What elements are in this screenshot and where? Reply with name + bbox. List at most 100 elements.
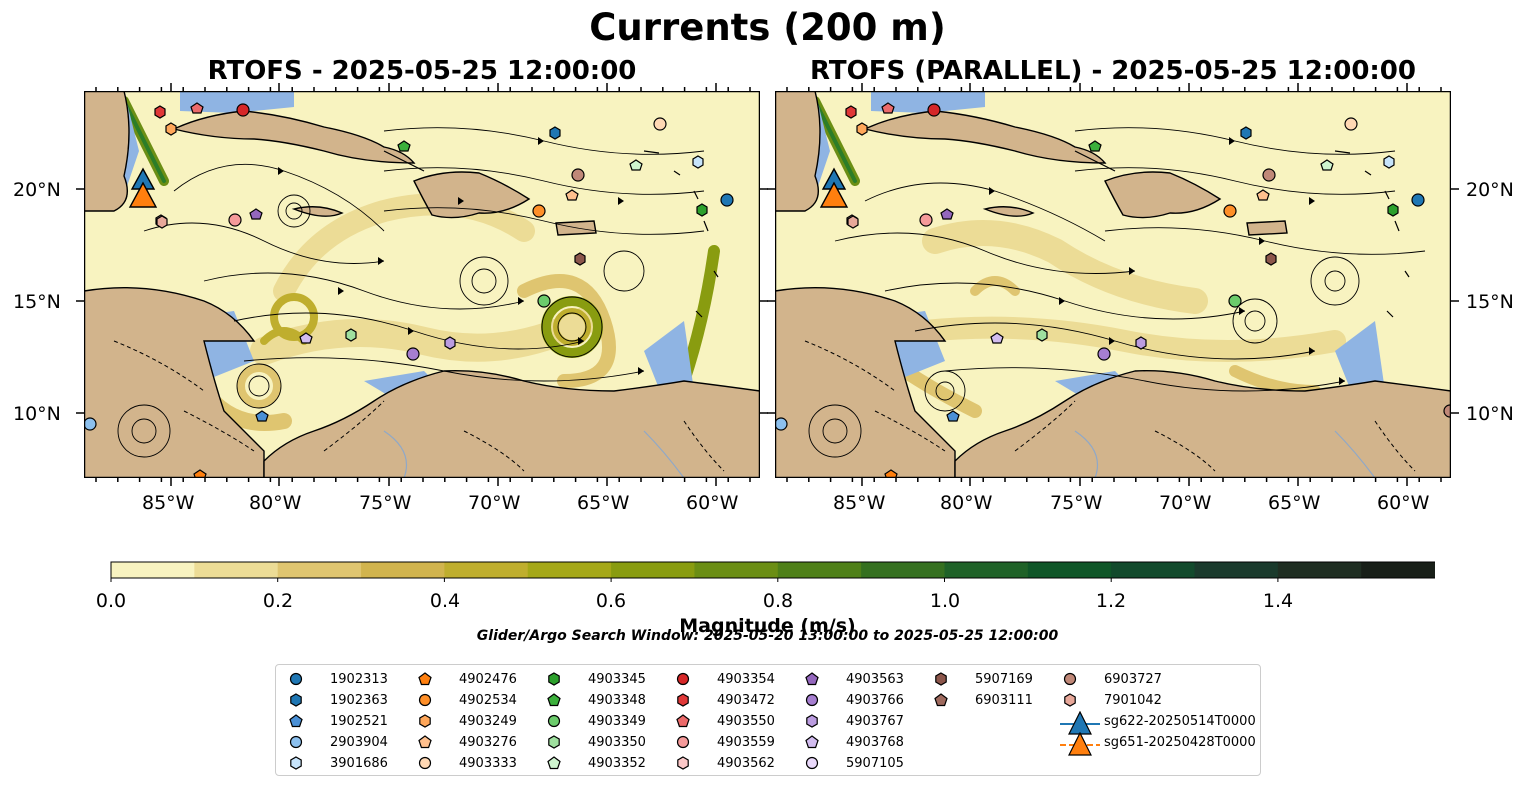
lat-tick-right-15: 15°N <box>1466 291 1514 313</box>
legend-item-4903550: 4903550 <box>673 711 798 731</box>
float-4903333 <box>1344 117 1358 131</box>
lon-tick-right-60: 60°W <box>1377 492 1430 514</box>
legend-item-4903350: 4903350 <box>544 732 669 752</box>
float-4903767 <box>444 336 456 350</box>
float-4903276 <box>565 189 579 201</box>
legend-item-4903348: 4903348 <box>544 690 669 710</box>
colorbar-segment <box>1027 562 1112 578</box>
land-cuba <box>862 110 1107 164</box>
colorbar-tick-7: 1.4 <box>1262 590 1294 612</box>
eddy-colombian-basin <box>270 293 318 341</box>
legend-item-4903767: 4903767 <box>802 711 927 731</box>
float-4903768 <box>990 332 1004 344</box>
legend-marker-pentagon-icon <box>418 672 432 686</box>
float-7901042 <box>156 215 168 229</box>
float-4903349 <box>537 294 551 308</box>
legend-label: 4902534 <box>459 693 517 708</box>
legend-marker-shape <box>547 714 561 728</box>
legend-marker-shape <box>934 693 948 707</box>
legend-marker-pentagon-icon <box>289 714 303 728</box>
legend-marker-shape <box>806 714 818 728</box>
legend-marker-shape <box>418 756 432 770</box>
glider-sg651 <box>819 181 849 208</box>
glider-sg651 <box>128 181 158 208</box>
float-4903276 <box>1256 189 1270 201</box>
legend-marker-shape <box>676 735 690 749</box>
legend-label: sg651-20250428T0000 <box>1104 735 1256 750</box>
colorbar-segment <box>944 562 1029 578</box>
lat-tick-left-20: 20°N <box>13 179 61 201</box>
legend-label: 4903472 <box>717 693 775 708</box>
colorbar-segment <box>361 562 445 578</box>
legend-marker-shape <box>676 714 690 728</box>
lon-tick-right-70: 70°W <box>1159 492 1212 514</box>
lon-tick-right-85: 85°W <box>833 492 886 514</box>
legend-marker-shape <box>548 735 560 749</box>
legend-item-5907169: 5907169 <box>931 669 1056 689</box>
colorbar-segment <box>444 562 529 578</box>
legend-marker-circle-icon <box>676 672 690 686</box>
colorbar-tick-6: 1.2 <box>1095 590 1127 612</box>
figure-title: Currents (200 m) <box>589 6 946 49</box>
legend-item-4903472: 4903472 <box>673 690 798 710</box>
float-4903472 <box>154 105 166 119</box>
legend-label: 4903350 <box>588 735 646 750</box>
legend-item-2903904: 2903904 <box>286 732 411 752</box>
legend-marker-pentagon-icon <box>805 735 819 749</box>
legend-marker-shape <box>548 672 560 686</box>
land-hispaniola <box>1104 171 1222 219</box>
float-4903768 <box>299 332 313 344</box>
legend-item-1902363: 1902363 <box>286 690 411 710</box>
legend-label: 5907105 <box>846 756 904 771</box>
float-5907169 <box>1265 252 1277 266</box>
float-4903333 <box>653 117 667 131</box>
colorbar-tick-1: 0.2 <box>262 590 294 612</box>
legend-item-4903559: 4903559 <box>673 732 798 752</box>
colorbar-segment <box>1194 562 1279 578</box>
legend-marker-hexagon-icon <box>290 756 302 770</box>
legend-marker-shape <box>935 672 947 686</box>
legend-item-6903111: 6903111 <box>931 690 1056 710</box>
lon-tick-left-65: 65°W <box>577 492 630 514</box>
legend-marker-circle-icon <box>805 756 819 770</box>
float-2903904 <box>775 417 788 431</box>
legend-label: 3901686 <box>330 756 388 771</box>
float-4903350 <box>345 328 357 342</box>
lon-tick-left-80: 80°W <box>249 492 302 514</box>
float-4903348 <box>1088 140 1102 152</box>
colorbar-tick-3: 0.6 <box>595 590 627 612</box>
legend-item-4903249: 4903249 <box>415 711 540 731</box>
legend-label: 6903727 <box>1104 672 1162 687</box>
legend-label: 7901042 <box>1104 693 1162 708</box>
legend-marker-shape <box>805 756 819 770</box>
legend-marker-shape <box>677 756 689 770</box>
float-4903352 <box>629 159 643 171</box>
legend-marker-hexagon-icon <box>677 693 689 707</box>
colorbar-segment <box>694 562 779 578</box>
colorbar-outline <box>110 561 1435 579</box>
legend-marker-shape <box>289 735 303 749</box>
legend-marker-shape <box>418 693 432 707</box>
legend-item-5907105: 5907105 <box>802 753 927 773</box>
float-4903766 <box>406 347 420 361</box>
legend-item-4902534: 4902534 <box>415 690 540 710</box>
float-3901686 <box>1383 155 1395 169</box>
colorbar-segment <box>1111 562 1196 578</box>
coast-details <box>383 150 719 318</box>
legend-item-1902313: 1902313 <box>286 669 411 689</box>
legend-item-4903345: 4903345 <box>544 669 669 689</box>
legend-item-7901042: 7901042 <box>1060 690 1260 710</box>
land-yucatan <box>84 91 130 212</box>
legend-item-4903333: 4903333 <box>415 753 540 773</box>
float-4903345 <box>696 203 708 217</box>
float-4903550 <box>190 102 204 114</box>
legend-label: 4903550 <box>717 714 775 729</box>
legend-item-3901686: 3901686 <box>286 753 411 773</box>
colorbar-tick-0: 0.0 <box>95 590 127 612</box>
legend-marker-shape <box>805 735 819 749</box>
legend-item-4903562: 4903562 <box>673 753 798 773</box>
lat-tick-right-20: 20°N <box>1466 179 1514 201</box>
lon-tick-right-80: 80°W <box>940 492 993 514</box>
float-1902521 <box>255 410 269 422</box>
legend-label: 1902363 <box>330 693 388 708</box>
